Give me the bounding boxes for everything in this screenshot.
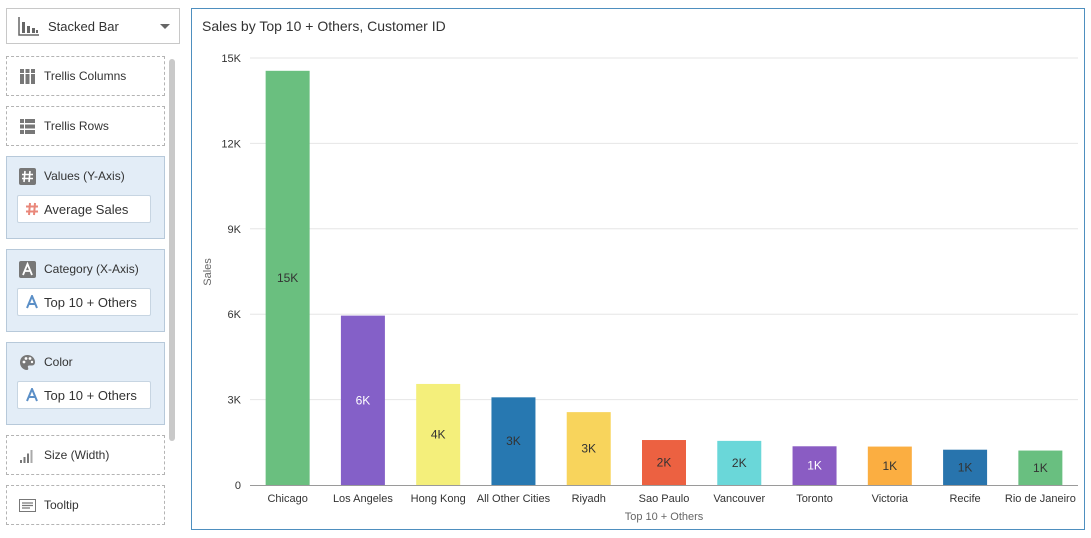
panel-scrollbar[interactable] (169, 59, 175, 441)
tooltip-slot[interactable]: Tooltip (6, 485, 165, 525)
pill-label: Top 10 + Others (44, 387, 137, 403)
category-slot-label: Category (X-Axis) (44, 262, 139, 276)
data-label: 15K (277, 271, 298, 285)
trellis-rows-slot[interactable]: Trellis Rows (6, 106, 165, 146)
top-10-others-color-pill[interactable]: Top 10 + Others (17, 381, 151, 409)
data-label: 3K (506, 434, 521, 448)
text-a-icon (26, 295, 38, 309)
trellis-columns-slot[interactable]: Trellis Columns (6, 56, 165, 96)
pill-label: Average Sales (44, 201, 129, 217)
y-axis-title: Sales (202, 258, 214, 286)
x-tick-label: All Other Cities (477, 493, 551, 505)
y-tick-label: 0 (235, 480, 241, 492)
x-tick-label: Toronto (796, 493, 833, 505)
size-slot[interactable]: Size (Width) (6, 435, 165, 475)
bar (491, 397, 536, 485)
bar (717, 440, 762, 485)
data-label: 6K (356, 393, 371, 407)
x-tick-label: Vancouver (713, 493, 765, 505)
data-label: 1K (882, 459, 897, 473)
data-label: 4K (431, 427, 446, 441)
chart-title: Sales by Top 10 + Others, Customer ID (202, 18, 446, 34)
text-a-icon (19, 260, 36, 278)
data-label: 3K (581, 442, 596, 456)
bar (792, 446, 837, 485)
size-icon (20, 449, 33, 463)
x-tick-label: Chicago (267, 493, 307, 505)
values-slot-label: Values (Y-Axis) (44, 169, 125, 183)
y-tick-label: 12K (221, 138, 241, 150)
bar (642, 440, 686, 485)
rows-icon (20, 118, 35, 134)
chart-panel[interactable]: Sales by Top 10 + Others, Customer ID 0 3… (191, 8, 1085, 530)
top-10-others-pill[interactable]: Top 10 + Others (17, 288, 151, 316)
x-axis-title: Top 10 + Others (625, 511, 704, 523)
bar (1018, 450, 1063, 485)
size-slot-label: Size (Width) (44, 448, 110, 462)
chevron-down-icon[interactable] (160, 23, 170, 29)
data-label: 1K (1033, 461, 1048, 475)
x-tick-label: Recife (949, 493, 980, 505)
y-tick-label: 3K (228, 395, 242, 407)
color-slot-label: Color (44, 355, 73, 369)
trellis-rows-label: Trellis Rows (44, 119, 109, 133)
category-slot[interactable]: Category (X-Axis) Top 10 + Others (6, 249, 165, 332)
y-tick-label: 15K (221, 53, 241, 65)
tooltip-slot-label: Tooltip (44, 498, 79, 512)
average-sales-pill[interactable]: Average Sales (17, 195, 151, 223)
x-tick-label: Los Angeles (333, 493, 393, 505)
hash-icon (26, 202, 38, 216)
y-tick-label: 9K (228, 224, 242, 236)
hash-icon (19, 167, 36, 185)
x-tick-label: Hong Kong (411, 493, 466, 505)
bar (943, 449, 988, 485)
x-tick-label: Sao Paulo (639, 493, 690, 505)
columns-icon (20, 68, 35, 84)
x-tick-label: Rio de Janeiro (1005, 493, 1076, 505)
values-slot[interactable]: Values (Y-Axis) Average Sales (6, 156, 165, 239)
bar (340, 315, 385, 485)
bar (416, 383, 461, 485)
pill-label: Top 10 + Others (44, 294, 137, 310)
trellis-columns-label: Trellis Columns (44, 69, 127, 83)
tooltip-icon (19, 498, 36, 512)
chart-type-label: Stacked Bar (48, 18, 119, 34)
bar-chart[interactable]: 0 3K 6K 9K 12K 15K 15K Chicago 6K Los Angeles 4K Ho… (192, 9, 1084, 529)
bar (867, 446, 912, 485)
text-a-icon (26, 388, 38, 402)
x-tick-label: Riyadh (572, 493, 606, 505)
data-label: 2K (657, 456, 672, 470)
bar (566, 412, 611, 485)
bar-chart-icon (18, 17, 39, 36)
data-label: 1K (807, 459, 822, 473)
data-label: 1K (958, 460, 973, 474)
bar (265, 70, 310, 485)
x-tick-label: Victoria (872, 493, 909, 505)
palette-icon (20, 354, 35, 370)
color-slot[interactable]: Color Top 10 + Others (6, 342, 165, 425)
chart-type-selector[interactable]: Stacked Bar (6, 8, 180, 44)
y-tick-label: 6K (228, 309, 242, 321)
data-label: 2K (732, 456, 747, 470)
